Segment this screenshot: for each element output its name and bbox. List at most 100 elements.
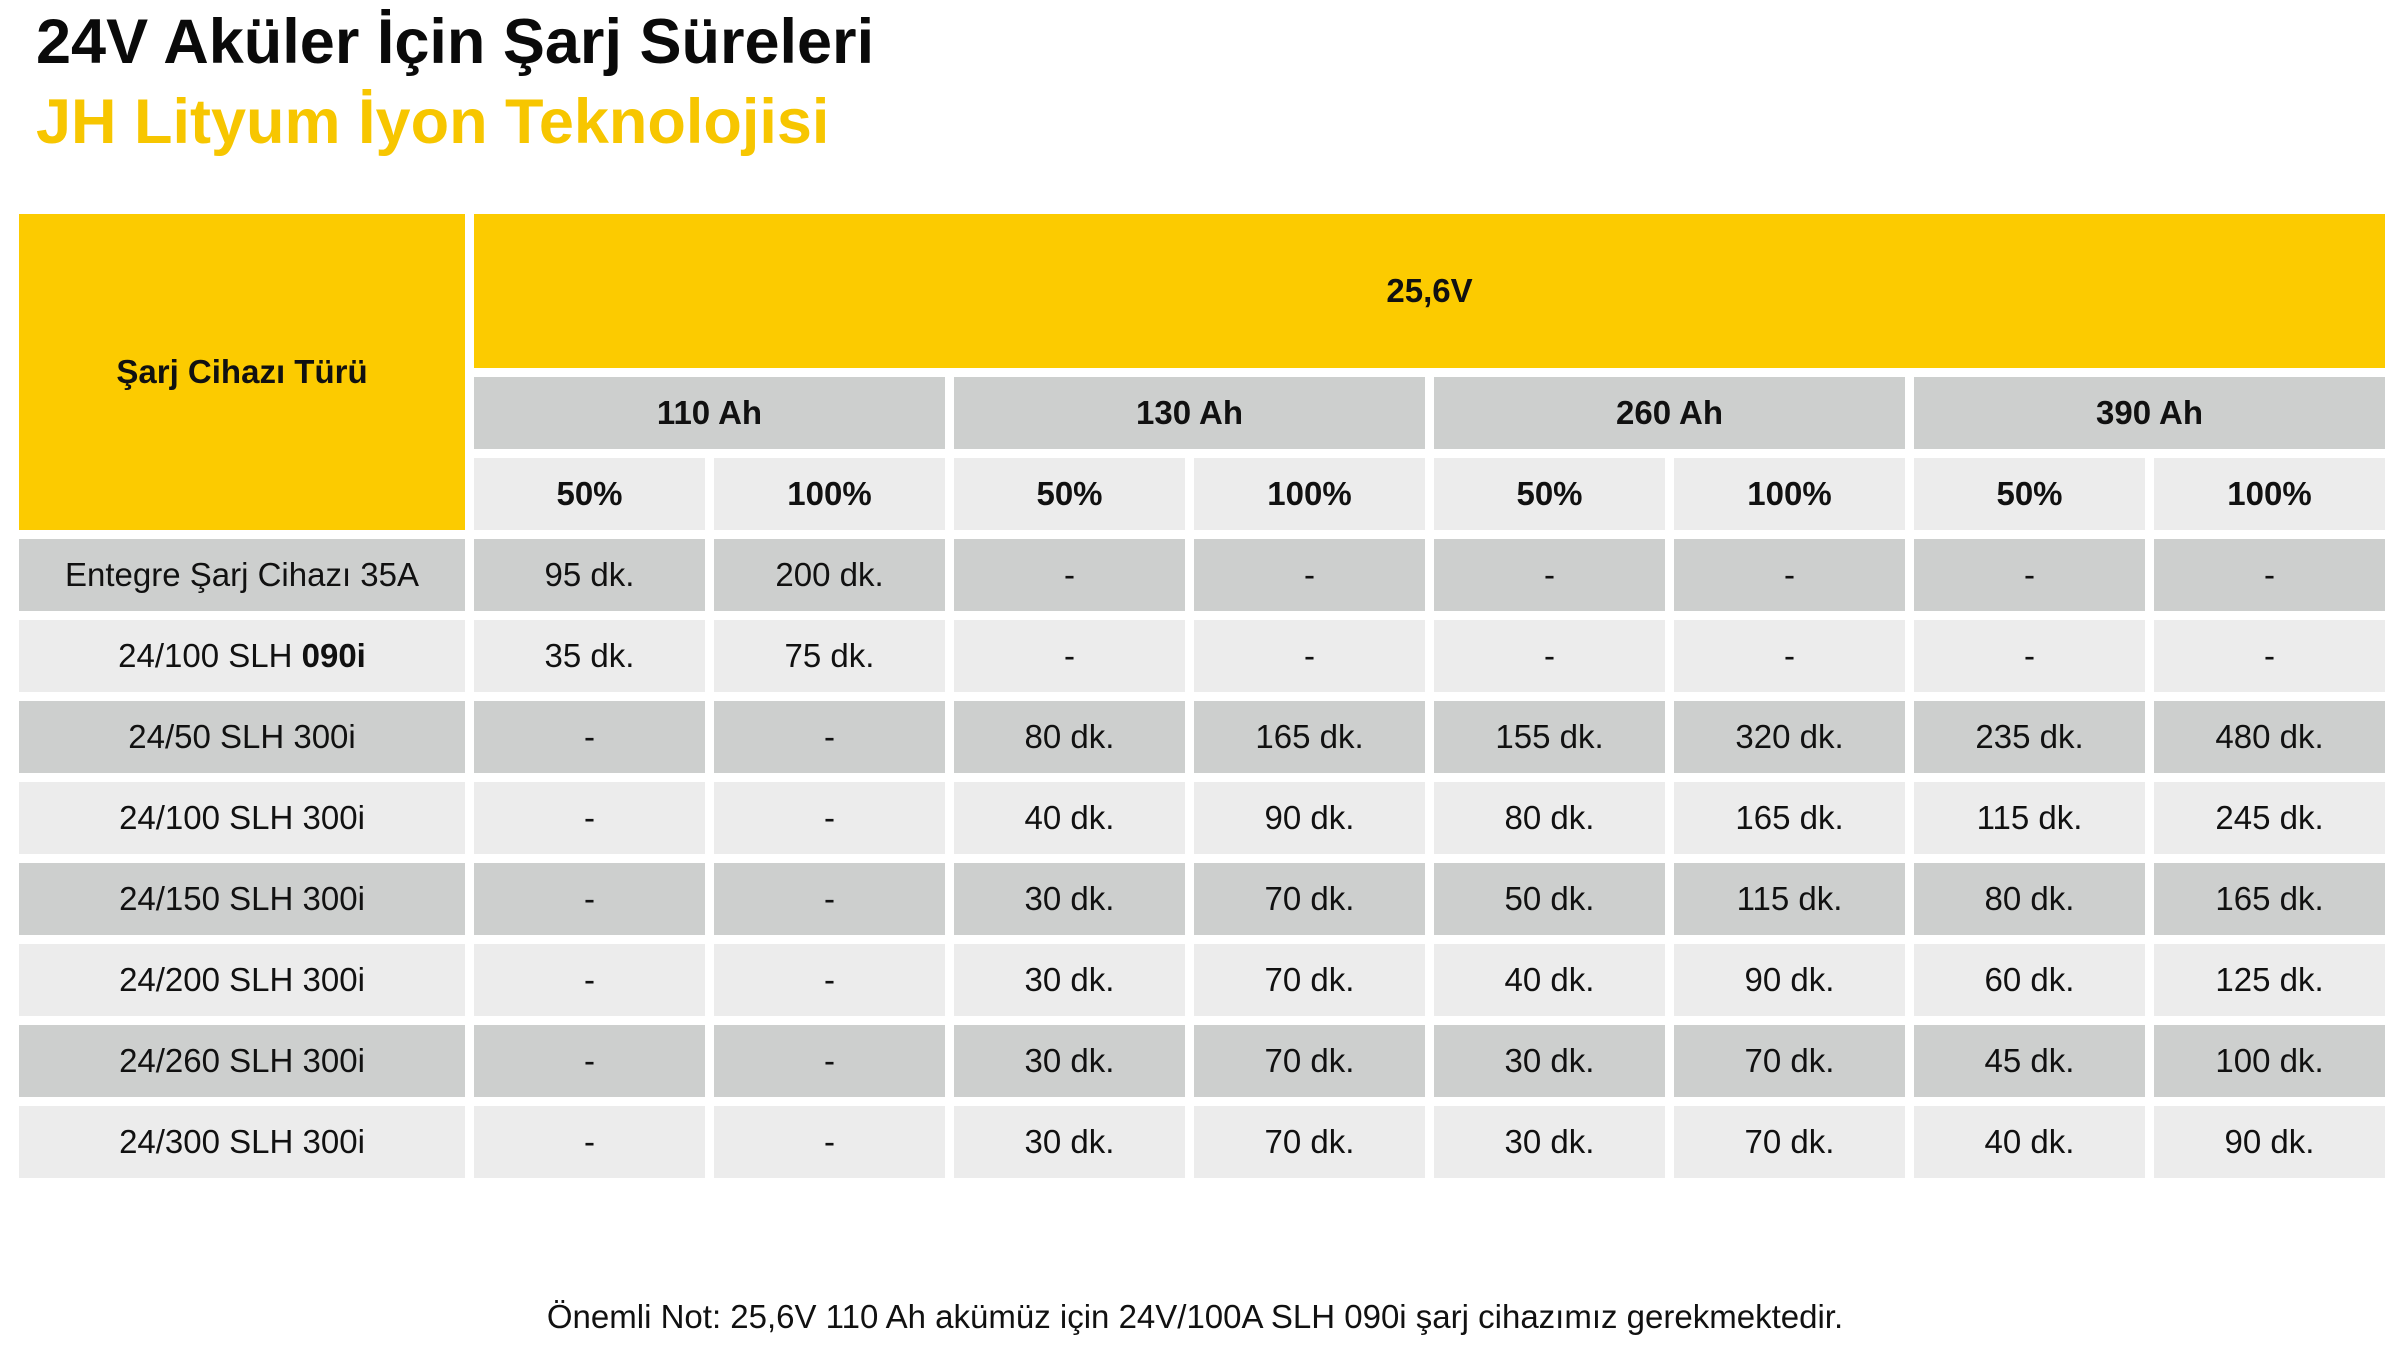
charge-time-cell: - — [474, 863, 705, 935]
charge-time-cell: 165 dk. — [2154, 863, 2385, 935]
page-title: 24V Aküler İçin Şarj Süreleri — [36, 7, 875, 77]
charge-time-cell: 165 dk. — [1194, 701, 1425, 773]
charge-time-cell: 35 dk. — [474, 620, 705, 692]
table-row: Entegre Şarj Cihazı 35A 95 dk. 200 dk. - - - -… — [19, 539, 2385, 611]
voltage-header: 25,6V — [474, 214, 2385, 368]
charger-name: 24/150 SLH 300i — [119, 880, 365, 917]
charge-level-header: 100% — [2154, 458, 2385, 530]
charge-time-cell: 90 dk. — [1674, 944, 1905, 1016]
charger-name: 24/50 SLH 300i — [128, 718, 356, 755]
charge-time-table: Şarj Cihazı Türü 25,6V 110 Ah 130 Ah 260… — [10, 205, 2390, 1187]
charge-time-cell: - — [474, 701, 705, 773]
charge-time-cell: 80 dk. — [1914, 863, 2145, 935]
charge-time-cell: - — [474, 1025, 705, 1097]
charge-time-cell: - — [714, 701, 945, 773]
charge-time-cell: 70 dk. — [1194, 1025, 1425, 1097]
charge-time-cell: 70 dk. — [1674, 1025, 1905, 1097]
charge-time-cell: 320 dk. — [1674, 701, 1905, 773]
charge-time-cell: 30 dk. — [1434, 1106, 1665, 1178]
table-row: 24/300 SLH 300i - -30 dk. 70 dk. 30 dk. 70 dk… — [19, 1106, 2385, 1178]
table-row: 24/200 SLH 300i - -30 dk. 70 dk. 40 dk. 90 dk… — [19, 944, 2385, 1016]
charger-name-cell: 24/300 SLH 300i — [19, 1106, 465, 1178]
charge-time-cell: 90 dk. — [1194, 782, 1425, 854]
charger-name: 24/200 SLH 300i — [119, 961, 365, 998]
charge-time-cell: 155 dk. — [1434, 701, 1665, 773]
charge-time-cell: - — [2154, 620, 2385, 692]
charge-time-cell: 125 dk. — [2154, 944, 2385, 1016]
charge-time-cell: - — [954, 620, 1185, 692]
table-row: 24/100 SLH 300i - -40 dk. 90 dk. 80 dk. 165 d… — [19, 782, 2385, 854]
charge-time-cell: 480 dk. — [2154, 701, 2385, 773]
charge-time-cell: 70 dk. — [1674, 1106, 1905, 1178]
charge-time-cell: - — [1674, 620, 1905, 692]
charge-level-header: 100% — [1194, 458, 1425, 530]
charge-time-cell: - — [1674, 539, 1905, 611]
table-row: 24/50 SLH 300i - -80 dk. 165 dk. 155 dk. 320 … — [19, 701, 2385, 773]
charger-name: 24/100 SLH — [118, 637, 302, 674]
charge-time-cell: 115 dk. — [1914, 782, 2145, 854]
charge-time-cell: 30 dk. — [954, 1025, 1185, 1097]
charge-time-cell: 100 dk. — [2154, 1025, 2385, 1097]
charger-name-bold: 090i — [301, 637, 366, 674]
charge-time-cell: - — [714, 1025, 945, 1097]
charge-time-cell: - — [714, 782, 945, 854]
charge-time-cell: - — [1194, 620, 1425, 692]
charge-time-cell: - — [954, 539, 1185, 611]
charge-time-cell: 80 dk. — [954, 701, 1185, 773]
charger-name-cell: 24/100 SLH 300i — [19, 782, 465, 854]
page-subtitle: JH Lityum İyon Teknolojisi — [36, 87, 830, 157]
charger-name-cell: Entegre Şarj Cihazı 35A — [19, 539, 465, 611]
charge-time-cell: - — [1914, 539, 2145, 611]
charge-time-cell: 245 dk. — [2154, 782, 2385, 854]
charge-level-header: 100% — [1674, 458, 1905, 530]
table-row: 24/150 SLH 300i - -30 dk. 70 dk. 50 dk. 115 d… — [19, 863, 2385, 935]
charge-time-cell: 40 dk. — [954, 782, 1185, 854]
charge-time-cell: - — [474, 782, 705, 854]
table-row: 24/260 SLH 300i - -30 dk. 70 dk. 30 dk. 70 dk… — [19, 1025, 2385, 1097]
capacity-header: 390 Ah — [1914, 377, 2385, 449]
charge-time-cell: - — [474, 944, 705, 1016]
important-note: Önemli Not: 25,6V 110 Ah akümüz için 24V… — [546, 1298, 1844, 1335]
charge-level-header: 50% — [1914, 458, 2145, 530]
charger-name-cell: 24/200 SLH 300i — [19, 944, 465, 1016]
charge-time-cell: 30 dk. — [954, 863, 1185, 935]
charge-time-cell: - — [1434, 539, 1665, 611]
charge-time-cell: 40 dk. — [1434, 944, 1665, 1016]
charge-time-cell: 30 dk. — [954, 1106, 1185, 1178]
charger-name-cell: 24/100 SLH 090i — [19, 620, 465, 692]
charge-time-cell: - — [714, 944, 945, 1016]
charge-time-cell: 70 dk. — [1194, 944, 1425, 1016]
charge-time-cell: 200 dk. — [714, 539, 945, 611]
charge-time-cell: 90 dk. — [2154, 1106, 2385, 1178]
charge-time-cell: - — [474, 1106, 705, 1178]
charge-time-cell: 75 dk. — [714, 620, 945, 692]
charge-time-cell: 50 dk. — [1434, 863, 1665, 935]
charge-time-cell: 30 dk. — [954, 944, 1185, 1016]
charger-name-cell: 24/150 SLH 300i — [19, 863, 465, 935]
capacity-header: 130 Ah — [954, 377, 1425, 449]
charge-time-cell: - — [714, 1106, 945, 1178]
charge-level-header: 50% — [474, 458, 705, 530]
charger-type-header: Şarj Cihazı Türü — [19, 214, 465, 530]
capacity-header: 260 Ah — [1434, 377, 1905, 449]
charge-time-cell: - — [2154, 539, 2385, 611]
charge-time-cell: 115 dk. — [1674, 863, 1905, 935]
charger-name: Entegre Şarj Cihazı 35A — [64, 556, 420, 593]
charge-time-cell: 45 dk. — [1914, 1025, 2145, 1097]
charger-name: 24/300 SLH 300i — [119, 1123, 365, 1160]
charge-time-cell: 165 dk. — [1674, 782, 1905, 854]
charge-time-cell: 70 dk. — [1194, 863, 1425, 935]
charger-name: 24/260 SLH 300i — [119, 1042, 365, 1079]
charge-time-cell: 60 dk. — [1914, 944, 2145, 1016]
charge-time-cell: 70 dk. — [1194, 1106, 1425, 1178]
charge-time-cell: 235 dk. — [1914, 701, 2145, 773]
capacity-header: 110 Ah — [474, 377, 945, 449]
charge-time-cell: 95 dk. — [474, 539, 705, 611]
charger-name-cell: 24/260 SLH 300i — [19, 1025, 465, 1097]
charger-name-cell: 24/50 SLH 300i — [19, 701, 465, 773]
charge-time-cell: 80 dk. — [1434, 782, 1665, 854]
charge-time-cell: 30 dk. — [1434, 1025, 1665, 1097]
charge-time-cell: - — [1914, 620, 2145, 692]
charge-level-header: 100% — [714, 458, 945, 530]
table-row: 24/100 SLH 090i 35 dk. 75 dk. - - - - - - — [19, 620, 2385, 692]
